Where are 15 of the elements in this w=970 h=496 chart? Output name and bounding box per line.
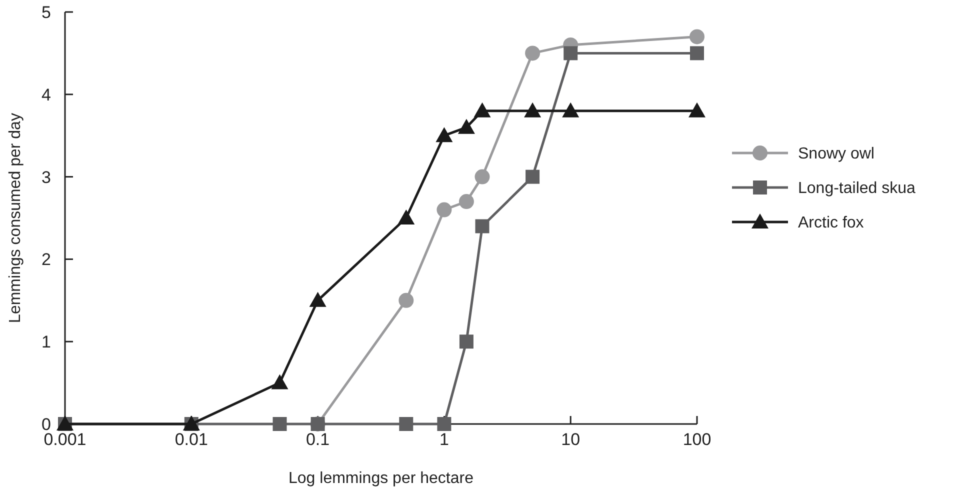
y-tick-label: 2 xyxy=(42,250,51,270)
y-axis-title: Lemmings consumed per day xyxy=(7,113,24,323)
x-tick-label: 100 xyxy=(682,430,712,449)
legend-label: Snowy owl xyxy=(798,146,874,163)
legend-label: Arctic fox xyxy=(798,214,864,232)
x-tick-label: 1 xyxy=(439,430,449,449)
x-axis-title: Log lemmings per hectare xyxy=(288,470,474,487)
y-tick-label: 3 xyxy=(42,168,51,187)
y-tick-label: 1 xyxy=(42,332,51,352)
x-tick-label: 0.01 xyxy=(174,430,208,449)
legend-label: Long-tailed skua xyxy=(798,180,916,198)
x-tick-label: 0.1 xyxy=(306,430,330,449)
y-tick-label: 4 xyxy=(42,85,51,104)
x-tick-label: 10 xyxy=(561,430,580,449)
y-tick-label: 5 xyxy=(42,2,51,22)
